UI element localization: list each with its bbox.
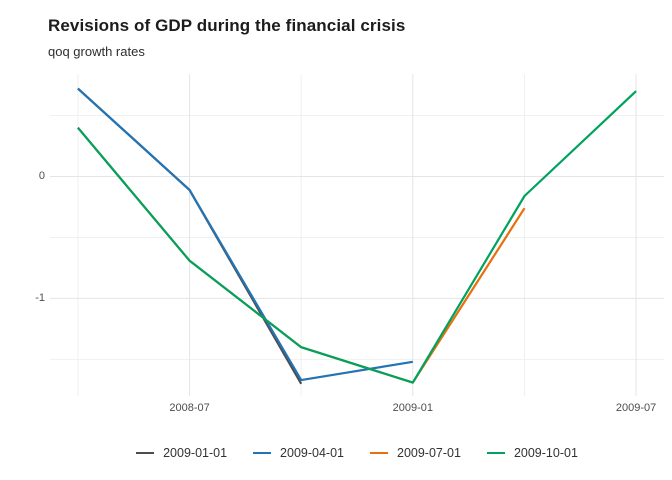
legend-label: 2009-07-01 <box>397 446 461 460</box>
chart-subtitle: qoq growth rates <box>48 44 145 59</box>
chart-title: Revisions of GDP during the financial cr… <box>48 16 406 35</box>
legend-label: 2009-10-01 <box>513 446 578 460</box>
legend-item-2009-01-01: 2009-01-01 <box>136 446 227 460</box>
y-tick-label: 0 <box>38 170 45 183</box>
y-tick-label: -1 <box>35 292 45 305</box>
legend-line-swatch <box>370 452 388 454</box>
legend-item-2009-10-01: 2009-10-01 <box>486 446 578 460</box>
x-tick-label: 2009-07 <box>615 402 657 414</box>
legend-label: 2009-04-01 <box>280 446 344 460</box>
x-tick-label: 2009-01 <box>392 402 433 414</box>
legend: 2009-01-01 2009-04-01 2009-07-01 2009-10-01 <box>50 443 664 463</box>
legend-line-swatch <box>136 452 155 454</box>
legend-label: 2009-01-01 <box>163 446 228 460</box>
series-line-2009-04-01 <box>77 87 413 382</box>
x-tick-label: 2008-07 <box>169 402 210 414</box>
legend-line-swatch <box>486 452 505 454</box>
legend-item-2009-07-01: 2009-07-01 <box>370 446 461 460</box>
series-line-2009-10-01 <box>77 90 637 384</box>
legend-line-swatch <box>253 452 272 454</box>
legend-item-2009-04-01: 2009-04-01 <box>253 446 344 460</box>
